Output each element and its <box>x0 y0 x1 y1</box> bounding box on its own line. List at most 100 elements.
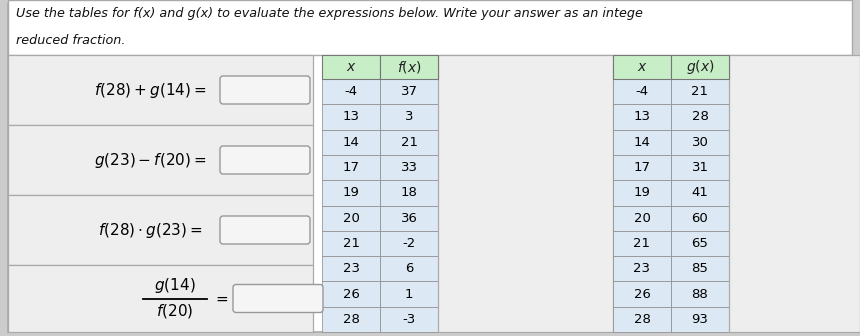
Bar <box>380 231 438 256</box>
Text: 60: 60 <box>691 212 709 225</box>
Bar <box>322 231 380 256</box>
Bar <box>380 155 438 180</box>
Text: $g(14)$: $g(14)$ <box>154 276 196 295</box>
FancyBboxPatch shape <box>220 76 310 104</box>
Bar <box>380 282 438 307</box>
Bar <box>613 231 671 256</box>
FancyBboxPatch shape <box>233 285 323 312</box>
Bar <box>613 180 671 206</box>
Bar <box>613 130 671 155</box>
Bar <box>671 104 729 130</box>
Text: 85: 85 <box>691 262 709 275</box>
Text: reduced fraction.: reduced fraction. <box>16 35 126 47</box>
Bar <box>671 282 729 307</box>
Text: 21: 21 <box>342 237 359 250</box>
Text: $f(28)\cdot g(23)=$: $f(28)\cdot g(23)=$ <box>98 220 202 240</box>
Bar <box>322 282 380 307</box>
FancyBboxPatch shape <box>220 146 310 174</box>
Text: 28: 28 <box>634 313 650 326</box>
Text: 13: 13 <box>342 111 359 123</box>
Bar <box>613 79 671 104</box>
Text: 36: 36 <box>401 212 417 225</box>
Text: $g(23)-f(20)=$: $g(23)-f(20)=$ <box>94 151 206 169</box>
Bar <box>613 307 671 332</box>
Text: 37: 37 <box>401 85 417 98</box>
Bar <box>322 130 380 155</box>
Bar <box>380 55 438 79</box>
Bar <box>380 307 438 332</box>
Text: 26: 26 <box>634 288 650 300</box>
Text: 14: 14 <box>342 136 359 149</box>
Text: 65: 65 <box>691 237 709 250</box>
Bar <box>8 125 313 195</box>
Text: 3: 3 <box>405 111 414 123</box>
Text: -4: -4 <box>345 85 358 98</box>
Text: 23: 23 <box>342 262 359 275</box>
Bar <box>8 265 313 332</box>
Text: 13: 13 <box>634 111 650 123</box>
Text: $f(x)$: $f(x)$ <box>396 59 421 75</box>
Bar <box>322 180 380 206</box>
Text: 18: 18 <box>401 186 417 199</box>
Text: 33: 33 <box>401 161 417 174</box>
Text: 21: 21 <box>634 237 650 250</box>
Bar <box>380 104 438 130</box>
Bar <box>8 0 852 55</box>
Text: 28: 28 <box>342 313 359 326</box>
Bar <box>613 55 671 79</box>
Bar <box>438 55 613 332</box>
Bar <box>671 231 729 256</box>
Bar <box>671 55 729 79</box>
Bar <box>322 55 380 79</box>
Text: 6: 6 <box>405 262 413 275</box>
Bar <box>613 155 671 180</box>
Bar <box>322 155 380 180</box>
Text: 30: 30 <box>691 136 709 149</box>
Text: $=$: $=$ <box>213 291 229 306</box>
Text: Use the tables for f(x) and g(x) to evaluate the expressions below. Write your a: Use the tables for f(x) and g(x) to eval… <box>16 7 643 20</box>
Bar <box>380 206 438 231</box>
Text: $f(20)$: $f(20)$ <box>157 302 194 321</box>
Text: 19: 19 <box>342 186 359 199</box>
Text: 21: 21 <box>691 85 709 98</box>
Text: -3: -3 <box>402 313 415 326</box>
Bar <box>380 256 438 282</box>
Text: 28: 28 <box>691 111 709 123</box>
Bar <box>729 55 860 332</box>
Bar <box>671 79 729 104</box>
Text: -4: -4 <box>636 85 648 98</box>
Text: $x$: $x$ <box>346 60 356 74</box>
Text: $f(28)+g(14)=$: $f(28)+g(14)=$ <box>94 81 206 99</box>
Text: 93: 93 <box>691 313 709 326</box>
Bar <box>322 206 380 231</box>
Bar <box>671 206 729 231</box>
Text: 31: 31 <box>691 161 709 174</box>
Bar <box>613 282 671 307</box>
Bar <box>671 155 729 180</box>
Text: 21: 21 <box>401 136 417 149</box>
Bar <box>671 180 729 206</box>
Bar <box>322 256 380 282</box>
Bar <box>671 307 729 332</box>
Bar <box>322 307 380 332</box>
Text: 1: 1 <box>405 288 414 300</box>
Bar <box>380 180 438 206</box>
Bar <box>613 104 671 130</box>
Bar <box>8 55 313 125</box>
Text: 88: 88 <box>691 288 709 300</box>
Text: -2: -2 <box>402 237 415 250</box>
Text: 19: 19 <box>634 186 650 199</box>
Text: 20: 20 <box>634 212 650 225</box>
Bar <box>322 79 380 104</box>
Text: 20: 20 <box>342 212 359 225</box>
Text: $x$: $x$ <box>636 60 648 74</box>
Bar <box>671 130 729 155</box>
Text: 14: 14 <box>634 136 650 149</box>
Text: 17: 17 <box>342 161 359 174</box>
Bar <box>322 104 380 130</box>
Bar <box>613 256 671 282</box>
Text: 26: 26 <box>342 288 359 300</box>
FancyBboxPatch shape <box>220 216 310 244</box>
Text: 17: 17 <box>634 161 650 174</box>
Bar <box>380 79 438 104</box>
